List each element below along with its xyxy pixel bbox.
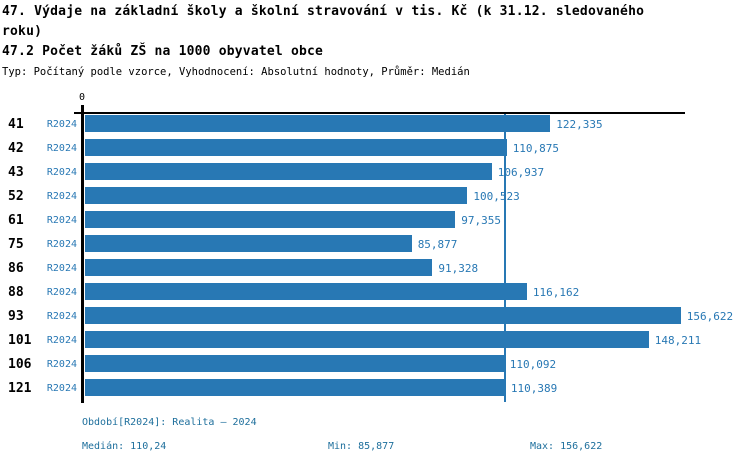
footer-period-legend: Období[R2024]: Realita – 2024 bbox=[82, 417, 257, 428]
value-bar bbox=[85, 235, 412, 252]
value-bar bbox=[85, 283, 527, 300]
value-bar bbox=[85, 139, 507, 156]
bar-value-label: 100,523 bbox=[473, 190, 520, 203]
row-period-label: R2024 bbox=[46, 191, 77, 202]
bar-value-label: 110,875 bbox=[512, 142, 560, 155]
row-category-label: 52 bbox=[8, 189, 24, 204]
value-bar bbox=[85, 355, 504, 372]
row-period-label: R2024 bbox=[46, 263, 77, 274]
bar-value-label: 110,092 bbox=[509, 358, 557, 371]
row-period-label: R2024 bbox=[46, 239, 77, 250]
footer-min-stat: Min: 85,877 bbox=[328, 441, 395, 452]
chart-row: 86 R2024 91,328 bbox=[0, 257, 750, 281]
chart-row: 52 R2024 100,523 bbox=[0, 185, 750, 209]
row-period-label: R2024 bbox=[46, 287, 77, 298]
value-bar bbox=[85, 211, 456, 228]
row-category-label: 121 bbox=[8, 381, 32, 396]
chart-title: 47. Výdaje na základní školy a školní st… bbox=[2, 4, 645, 39]
chart-row: 106 R2024 110,092 bbox=[0, 353, 750, 377]
row-period-label: R2024 bbox=[46, 335, 77, 346]
row-category-label: 106 bbox=[8, 357, 32, 372]
chart-row: 43 R2024 106,937 bbox=[0, 161, 750, 185]
footer-max-stat: Max: 156,622 bbox=[530, 441, 603, 452]
value-bar bbox=[85, 379, 505, 396]
bar-value-label: 85,877 bbox=[417, 238, 458, 251]
chart-row: 75 R2024 85,877 bbox=[0, 233, 750, 257]
footer-median-stat: Medián: 110,24 bbox=[82, 441, 167, 452]
row-period-label: R2024 bbox=[46, 311, 77, 322]
bar-value-label: 91,328 bbox=[438, 262, 479, 275]
row-category-label: 101 bbox=[8, 333, 32, 348]
chart-row: 121 R2024 110,389 bbox=[0, 377, 750, 401]
row-period-label: R2024 bbox=[46, 143, 77, 154]
bar-value-label: 110,389 bbox=[510, 382, 558, 395]
row-period-label: R2024 bbox=[46, 215, 77, 226]
row-category-label: 43 bbox=[8, 165, 24, 180]
value-bar bbox=[85, 331, 649, 348]
row-category-label: 61 bbox=[8, 213, 24, 228]
value-bar bbox=[85, 259, 433, 276]
value-bar bbox=[85, 163, 492, 180]
chart-row: 61 R2024 97,355 bbox=[0, 209, 750, 233]
row-period-label: R2024 bbox=[46, 383, 77, 394]
bar-value-label: 106,937 bbox=[497, 166, 545, 179]
bar-value-label: 156,622 bbox=[686, 310, 734, 323]
plot-top-border bbox=[74, 112, 685, 114]
chart-subtitle: 47.2 Počet žáků ZŠ na 1000 obyvatel obce bbox=[2, 44, 324, 59]
chart-row: 88 R2024 116,162 bbox=[0, 281, 750, 305]
value-bar bbox=[85, 115, 551, 132]
chart-row: 101 R2024 148,211 bbox=[0, 329, 750, 353]
bar-rows-container: 41 R2024 122,335 42 R2024 110,875 43 R2024 106,9… bbox=[0, 113, 750, 403]
value-bar bbox=[85, 187, 468, 204]
bar-value-label: 148,211 bbox=[654, 334, 702, 347]
value-bar bbox=[85, 307, 681, 324]
row-category-label: 42 bbox=[8, 141, 24, 156]
bar-value-label: 122,335 bbox=[556, 118, 603, 131]
chart-meta-line: Typ: Počítaný podle vzorce, Vyhodnocení:… bbox=[2, 66, 470, 78]
chart-row: 41 R2024 122,335 bbox=[0, 113, 750, 137]
bar-value-label: 97,355 bbox=[461, 214, 502, 227]
row-category-label: 88 bbox=[8, 285, 24, 300]
row-category-label: 93 bbox=[8, 309, 24, 324]
bar-value-label: 116,162 bbox=[532, 286, 580, 299]
row-category-label: 41 bbox=[8, 117, 24, 132]
y-axis-line bbox=[81, 105, 84, 403]
chart-row: 93 R2024 156,622 bbox=[0, 305, 750, 329]
x-axis-origin-tick-label: 0 bbox=[78, 92, 86, 103]
row-category-label: 75 bbox=[8, 237, 24, 252]
row-period-label: R2024 bbox=[46, 359, 77, 370]
median-reference-line bbox=[504, 114, 506, 402]
row-period-label: R2024 bbox=[46, 167, 77, 178]
row-period-label: R2024 bbox=[46, 119, 77, 130]
row-category-label: 86 bbox=[8, 261, 24, 276]
chart-row: 42 R2024 110,875 bbox=[0, 137, 750, 161]
